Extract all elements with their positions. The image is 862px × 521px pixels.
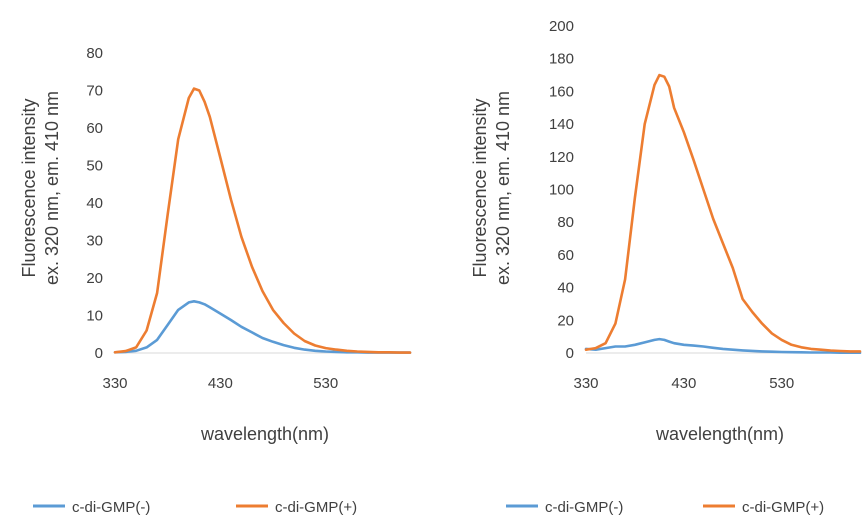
chart-right-ylabel-line1: Fluorescence intensity [470,98,490,277]
chart-right-y-tick-label: 20 [557,312,574,329]
chart-left-y-tick-label: 80 [86,45,103,62]
chart-right-series-line-plus [584,73,862,353]
chart-right-x-tick-label: 530 [769,375,794,392]
chart-left-xlabel: wavelength(nm) [200,424,329,444]
chart-left-y-tick-label: 40 [86,195,103,212]
chart-right-ylabel-line2: ex. 320 nm, em. 410 nm [493,91,513,285]
chart-left-ylabel-line1: Fluorescence intensity [19,98,39,277]
chart-right-y-tick-label: 80 [557,214,574,231]
chart-right-y-tick-label: 0 [566,345,574,362]
chart-left-legend-label-minus: c-di-GMP(-) [72,499,150,516]
chart-left-plot: 0 10 20 30 40 50 60 70 80 330 430 530 [86,45,412,392]
chart-right-y-tick-label: 180 [549,51,574,68]
chart-right-xlabel: wavelength(nm) [655,424,784,444]
chart-left-ylabel-line2: ex. 320 nm, em. 410 nm [42,91,62,285]
chart-right-y-title: Fluorescence intensity ex. 320 nm, em. 4… [470,91,513,285]
chart-left-y-tick-label: 10 [86,308,103,325]
chart-left: Fluorescence intensity ex. 320 nm, em. 4… [19,45,412,516]
chart-right: Fluorescence intensity ex. 320 nm, em. 4… [470,18,862,516]
chart-left-y-tick-label: 20 [86,270,103,287]
chart-left-y-tick-label: 0 [95,345,103,362]
chart-right-legend-label-minus: c-di-GMP(-) [545,499,623,516]
chart-right-y-tick-label: 120 [549,149,574,166]
chart-right-y-tick-label: 100 [549,182,574,199]
chart-left-y-tick-label: 60 [86,120,103,137]
chart-right-y-tick-label: 160 [549,83,574,100]
chart-left-y-title: Fluorescence intensity ex. 320 nm, em. 4… [19,91,62,285]
chart-right-x-tick-label: 330 [573,375,598,392]
chart-right-series-line-minus [584,337,862,355]
chart-left-x-tick-label: 330 [102,375,127,392]
chart-right-y-tick-label: 40 [557,280,574,297]
chart-right-legend-label-plus: c-di-GMP(+) [742,499,824,516]
chart-right-y-tick-label: 140 [549,116,574,133]
chart-left-legend: c-di-GMP(-) c-di-GMP(+) [33,499,357,516]
chart-left-y-tick-label: 70 [86,83,103,100]
chart-left-y-tick-label: 30 [86,233,103,250]
chart-left-x-tick-label: 530 [313,375,338,392]
chart-right-x-tick-label: 430 [671,375,696,392]
chart-right-legend: c-di-GMP(-) c-di-GMP(+) [506,499,824,516]
chart-right-y-tick-label: 60 [557,247,574,264]
chart-left-x-tick-label: 430 [208,375,233,392]
chart-left-legend-label-plus: c-di-GMP(+) [275,499,357,516]
chart-left-y-tick-label: 50 [86,158,103,175]
chart-right-y-tick-label: 200 [549,18,574,35]
chart-right-plot: 0 20 40 60 80 100 120 140 160 180 200 330 430 530 [549,18,862,392]
chart-left-series-line-plus [113,87,412,354]
